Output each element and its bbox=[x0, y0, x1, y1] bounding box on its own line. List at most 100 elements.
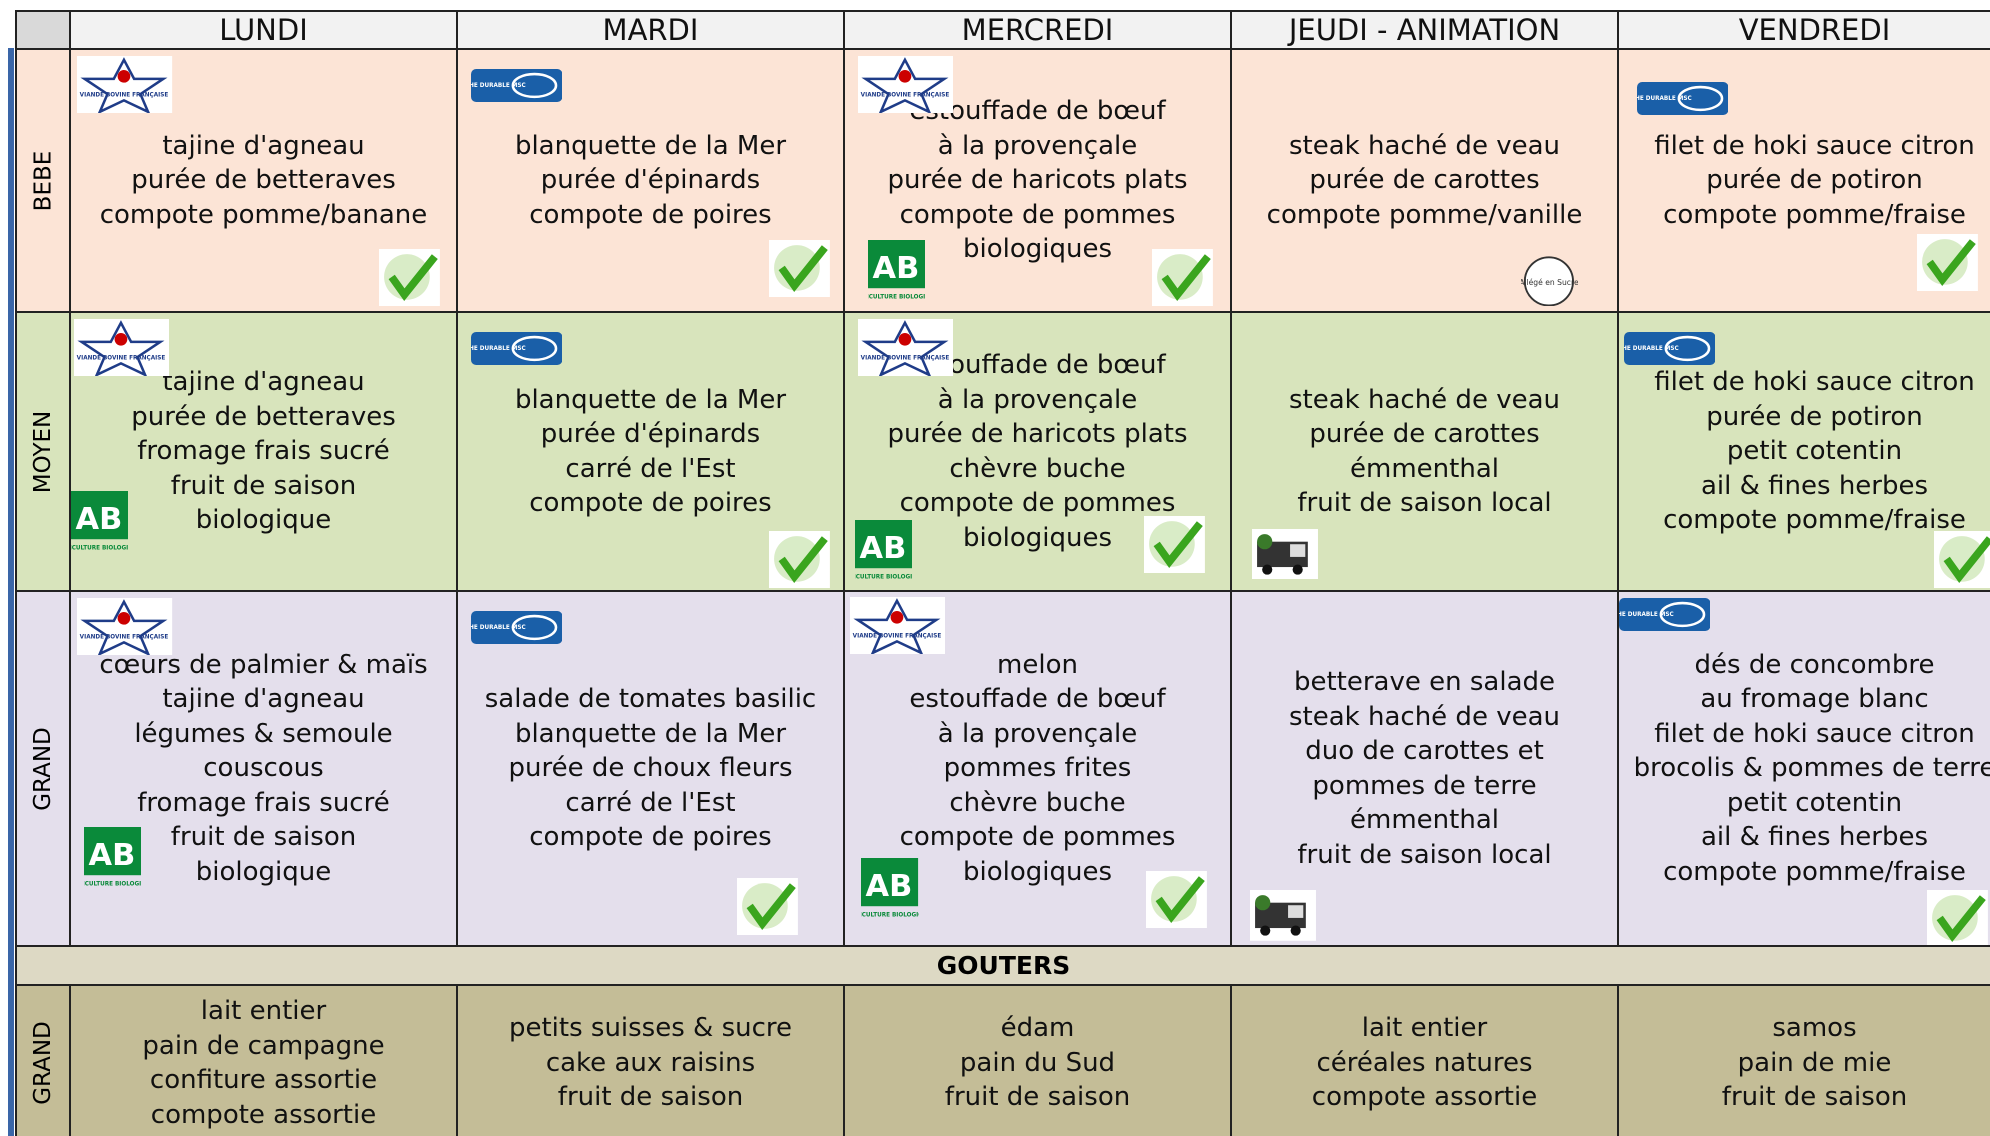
logo-graphic bbox=[1145, 871, 1207, 929]
menu-line: confiture assortie bbox=[149, 1065, 378, 1095]
logo-graphic: VIANDE BOVINE FRANÇAISE bbox=[857, 56, 953, 115]
menu-line: compote pomme/fraise bbox=[1663, 199, 1966, 230]
logo-msc: PÊCHE DURABLE MSC bbox=[1605, 598, 1711, 632]
gouter-cell: édam pain du Sud fruit de saison bbox=[843, 984, 1232, 1136]
menu-line: betterave en salade bbox=[1293, 667, 1556, 697]
menu-line: pommes de terre bbox=[1312, 770, 1537, 801]
logo-truck bbox=[1249, 890, 1316, 941]
menu-line: filet de hoki sauce citron bbox=[1654, 367, 1975, 398]
menu-line: à la provençale bbox=[937, 384, 1138, 415]
menu-line: couscous bbox=[203, 753, 324, 784]
logo-text: VIANDE BOVINE FRANÇAISE bbox=[853, 634, 942, 640]
logo-graphic bbox=[1152, 249, 1213, 307]
menu-line: petit cotentin bbox=[1726, 436, 1903, 467]
logo-text: PÊCHE DURABLE MSC bbox=[1624, 344, 1679, 352]
logo-graphic: AB AGRICULTURE BIOLOGIQUE bbox=[69, 826, 154, 887]
menu-cell: PÊCHE DURABLE MSC dés de concombre au from… bbox=[1605, 590, 1990, 948]
menu-line: purée d'épinards bbox=[540, 419, 761, 449]
day-header: JEUDI - ANIMATION bbox=[1230, 10, 1619, 50]
menu-line: carré de l'Est bbox=[565, 453, 736, 484]
logo-truck bbox=[1252, 528, 1319, 580]
menu-line: purée de potiron bbox=[1706, 401, 1923, 432]
menu-line: biologique bbox=[195, 856, 332, 887]
logo-check bbox=[1927, 890, 1989, 948]
logo-text: AGRICULTURE BIOLOGIQUE bbox=[84, 881, 141, 887]
menu-line: compote de poires bbox=[529, 488, 772, 518]
menu-line: émmenthal bbox=[1350, 805, 1499, 835]
menu-line: tajine d'agneau bbox=[162, 684, 365, 715]
logo-graphic: AB AGRICULTURE BIOLOGIQUE bbox=[847, 858, 932, 919]
logo-check bbox=[768, 240, 830, 298]
menu-line: pain du Sud bbox=[959, 1047, 1116, 1078]
gouter-cell: petits suisses & sucre cake aux raisins fr… bbox=[456, 984, 845, 1136]
logo-check bbox=[768, 531, 830, 589]
gouter-cell: lait entier pain de campagne confiture ass… bbox=[69, 984, 458, 1136]
row-label-cell: BEBE bbox=[15, 48, 71, 313]
menu-line: au fromage blanc bbox=[1700, 684, 1929, 715]
logo-viande: VIANDE BOVINE FRANÇAISE bbox=[857, 319, 953, 378]
menu-line: tajine d'agneau bbox=[162, 367, 365, 398]
menu-line: melon bbox=[997, 649, 1078, 680]
logo-text: AGRICULTURE BIOLOGIQUE bbox=[861, 913, 918, 919]
logo-graphic: PÊCHE DURABLE MSC bbox=[457, 332, 563, 366]
menu-line: émmenthal bbox=[1350, 453, 1499, 484]
menu-line: pommes frites bbox=[943, 753, 1132, 784]
logo-graphic: PÊCHE DURABLE MSC bbox=[1610, 332, 1716, 366]
menu-line: lait entier bbox=[200, 996, 327, 1026]
menu-line: petit cotentin bbox=[1726, 787, 1903, 818]
menu-cell: PÊCHE DURABLE MSC filet de hoki sauce cit… bbox=[1610, 311, 1990, 592]
day-header: LUNDI bbox=[69, 10, 458, 50]
logo-allege: Allégé en Sucre bbox=[1520, 255, 1579, 307]
logo-check bbox=[737, 877, 799, 935]
logo-graphic: PÊCHE DURABLE MSC bbox=[457, 611, 563, 645]
menu-line: fruit de saison bbox=[1721, 1082, 1908, 1113]
logo-text: PÊCHE DURABLE MSC bbox=[471, 344, 526, 352]
logo-graphic: PÊCHE DURABLE MSC bbox=[1605, 598, 1711, 632]
logo-text: PÊCHE DURABLE MSC bbox=[471, 81, 526, 89]
logo-check bbox=[379, 249, 441, 307]
menu-line: brocolis & pommes de terre bbox=[1633, 753, 1990, 784]
menu-line: samos bbox=[1772, 1013, 1857, 1044]
menu-line: salade de tomates basilic bbox=[484, 684, 817, 715]
menu-line: fromage frais sucré bbox=[137, 436, 390, 467]
logo-graphic bbox=[768, 240, 830, 298]
logo-graphic bbox=[1144, 516, 1206, 574]
side-bar bbox=[8, 48, 14, 1136]
logo-text: AB bbox=[860, 531, 907, 566]
logo-check bbox=[1144, 516, 1206, 574]
menu-cell: steak haché de veau purée de carottes émme… bbox=[1230, 311, 1619, 592]
menu-line: fromage frais sucré bbox=[137, 787, 390, 818]
menu-line: blanquette de la Mer bbox=[514, 718, 787, 749]
logo-viande: VIANDE BOVINE FRANÇAISE bbox=[77, 56, 173, 115]
menu-cell: VIANDE BOVINE FRANÇAISE AB AGRICULTURE BIO… bbox=[843, 48, 1232, 313]
menu-line: pain de mie bbox=[1737, 1047, 1892, 1078]
menu-line: steak haché de veau bbox=[1289, 130, 1560, 161]
logo-text: PÊCHE DURABLE MSC bbox=[471, 623, 526, 631]
day-label: MARDI bbox=[602, 13, 699, 47]
logo-graphic: VIANDE BOVINE FRANÇAISE bbox=[73, 319, 169, 378]
menu-line: blanquette de la Mer bbox=[514, 130, 787, 161]
day-label: VENDREDI bbox=[1738, 13, 1891, 47]
logo-ab: AB AGRICULTURE BIOLOGIQUE bbox=[853, 240, 939, 303]
logo-text: VIANDE BOVINE FRANÇAISE bbox=[860, 356, 949, 362]
logo-graphic bbox=[1917, 234, 1979, 292]
logo-text: AB bbox=[76, 502, 123, 537]
row-label: GRAND bbox=[30, 1021, 56, 1105]
menu-line: édam bbox=[1000, 1013, 1075, 1044]
menu-line: steak haché de veau bbox=[1289, 384, 1560, 415]
menu-line: compote de poires bbox=[529, 199, 772, 230]
logo-graphic bbox=[737, 877, 799, 935]
menu-line: fruit de saison bbox=[170, 470, 357, 501]
logo-graphic bbox=[1249, 890, 1316, 941]
logo-text: AB bbox=[88, 838, 135, 873]
gouters-banner: GOUTERS bbox=[15, 945, 1990, 986]
logo-graphic: PÊCHE DURABLE MSC bbox=[1623, 81, 1729, 115]
menu-line: filet de hoki sauce citron bbox=[1654, 718, 1975, 749]
logo-text: VIANDE BOVINE FRANÇAISE bbox=[80, 93, 169, 99]
logo-graphic: AB AGRICULTURE BIOLOGIQUE bbox=[840, 519, 926, 580]
menu-line: filet de hoki sauce citron bbox=[1654, 130, 1975, 161]
menu-cell: VIANDE BOVINE FRANÇAISE AB AGRICULTURE BIO… bbox=[69, 590, 458, 947]
logo-graphic bbox=[1252, 528, 1319, 580]
menu-line: céréales natures bbox=[1316, 1047, 1533, 1078]
menu-line: compote pomme/vanille bbox=[1266, 199, 1583, 230]
